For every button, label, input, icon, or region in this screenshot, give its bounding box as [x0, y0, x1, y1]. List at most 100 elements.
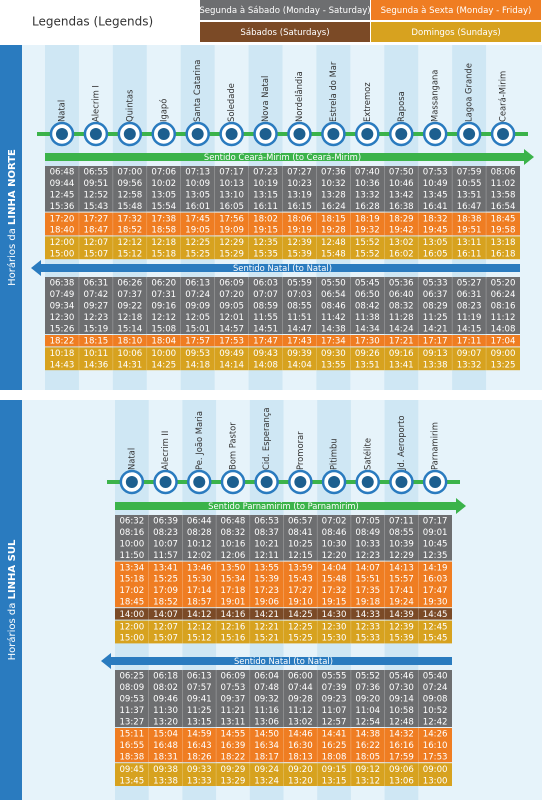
- station-icon-core: [225, 128, 238, 140]
- time-cell: 13:27: [119, 717, 144, 727]
- time-cell: 05:40: [423, 672, 448, 682]
- station-name: Satélite: [362, 438, 372, 470]
- time-cell: 09:08: [423, 695, 448, 705]
- time-cell: 11:30: [153, 706, 178, 716]
- time-cell: 07:17: [423, 517, 448, 527]
- station-name: Massangana: [430, 70, 440, 122]
- time-cell: 14:19: [423, 563, 448, 573]
- time-cell: 10:46: [389, 179, 414, 189]
- time-cell: 14:30: [322, 610, 347, 620]
- time-cell: 14:08: [253, 361, 278, 371]
- time-cell: 09:16: [389, 349, 414, 359]
- time-cell: 17:35: [355, 586, 380, 596]
- time-cell: 12:12: [187, 622, 212, 632]
- time-cell: 18:57: [187, 598, 212, 608]
- time-cell: 17:53: [423, 753, 448, 763]
- group-band: [115, 670, 452, 727]
- time-cell: 08:46: [322, 528, 347, 538]
- group-band: [115, 608, 452, 620]
- station-name: Promorar: [295, 431, 305, 470]
- time-cell: 09:01: [423, 528, 448, 538]
- time-cell: 19:06: [254, 598, 279, 608]
- time-cell: 14:07: [153, 610, 178, 620]
- time-cell: 09:07: [457, 349, 482, 359]
- time-cell: 15:19: [84, 324, 109, 334]
- time-cell: 07:06: [151, 168, 176, 178]
- time-cell: 12:00: [50, 238, 75, 248]
- time-cell: 14:21: [423, 324, 448, 334]
- station-name: Cid. Esperança: [261, 407, 271, 470]
- time-cell: 08:59: [253, 302, 278, 312]
- group-band: [115, 763, 452, 786]
- time-cell: 19:51: [457, 226, 482, 236]
- time-cell: 11:19: [457, 313, 482, 323]
- time-cell: 13:02: [288, 717, 313, 727]
- group-band: [115, 515, 452, 561]
- time-cell: 16:11: [253, 202, 278, 212]
- time-cell: 12:30: [322, 622, 347, 632]
- time-cell: 16:34: [254, 741, 279, 751]
- time-cell: 15:51: [355, 575, 380, 585]
- time-cell: 09:46: [153, 695, 178, 705]
- time-cell: 06:13: [187, 672, 212, 682]
- time-cell: 06:09: [221, 672, 246, 682]
- time-cell: 06:40: [389, 290, 414, 300]
- time-cell: 13:55: [321, 361, 346, 371]
- time-cell: 13:15: [187, 717, 212, 727]
- time-cell: 14:16: [221, 610, 246, 620]
- time-cell: 13:11: [457, 238, 482, 248]
- time-cell: 07:17: [219, 168, 244, 178]
- time-cell: 17:18: [221, 586, 246, 596]
- time-cell: 12:45: [50, 191, 75, 201]
- time-cell: 09:06: [389, 765, 414, 775]
- legend-swatch: [200, 22, 370, 42]
- legend-label: Sábados (Saturdays): [240, 28, 329, 38]
- time-cell: 07:05: [355, 517, 380, 527]
- time-cell: 19:28: [321, 226, 346, 236]
- time-cell: 15:30: [187, 575, 212, 585]
- time-cell: 13:20: [153, 717, 178, 727]
- time-cell: 17:57: [185, 337, 210, 347]
- time-cell: 15:52: [355, 250, 380, 260]
- time-cell: 10:12: [187, 540, 212, 550]
- time-cell: 07:49: [50, 290, 75, 300]
- time-cell: 10:52: [423, 706, 448, 716]
- station-icon-core: [497, 128, 510, 140]
- time-cell: 19:18: [355, 598, 380, 608]
- time-cell: 15:04: [153, 730, 178, 740]
- station-name: Nova Natal: [260, 76, 270, 122]
- time-cell: 12:35: [423, 551, 448, 561]
- time-cell: 14:07: [355, 563, 380, 573]
- time-cell: 07:07: [253, 290, 278, 300]
- time-cell: 10:55: [457, 179, 482, 189]
- time-cell: 15:33: [355, 634, 380, 644]
- time-cell: 09:20: [355, 695, 380, 705]
- time-cell: 09:00: [491, 349, 516, 359]
- time-cell: 06:38: [50, 279, 75, 289]
- time-cell: 18:58: [151, 226, 176, 236]
- time-cell: 17:45: [185, 214, 210, 224]
- time-cell: 12:39: [389, 622, 414, 632]
- group-band: [115, 728, 452, 763]
- time-cell: 12:06: [221, 551, 246, 561]
- time-cell: 09:05: [219, 302, 244, 312]
- time-cell: 07:24: [423, 683, 448, 693]
- time-cell: 07:23: [253, 168, 278, 178]
- time-cell: 10:21: [254, 540, 279, 550]
- time-cell: 06:53: [254, 517, 279, 527]
- time-cell: 17:47: [423, 586, 448, 596]
- time-cell: 08:37: [254, 528, 279, 538]
- time-cell: 08:16: [491, 302, 516, 312]
- time-cell: 18:10: [117, 337, 142, 347]
- time-cell: 13:38: [423, 361, 448, 371]
- time-cell: 10:58: [389, 706, 414, 716]
- time-cell: 13:06: [254, 717, 279, 727]
- time-cell: 12:21: [254, 622, 279, 632]
- time-cell: 19:19: [287, 226, 312, 236]
- time-cell: 16:22: [355, 741, 380, 751]
- time-cell: 06:44: [187, 517, 212, 527]
- time-cell: 18:08: [322, 753, 347, 763]
- time-cell: 17:27: [288, 586, 313, 596]
- time-cell: 07:37: [117, 290, 142, 300]
- time-cell: 17:56: [219, 214, 244, 224]
